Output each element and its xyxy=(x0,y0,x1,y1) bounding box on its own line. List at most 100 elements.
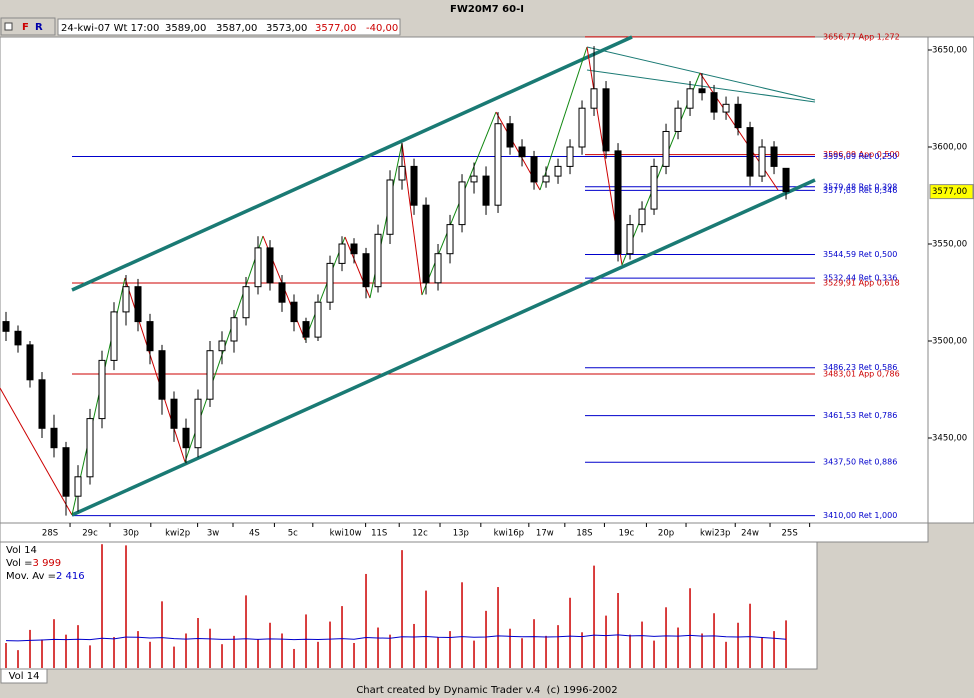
volume-value: Vol =3 999 xyxy=(6,558,61,569)
candle-body xyxy=(650,165,658,210)
info-close: 3577,00 xyxy=(315,23,356,34)
candle-body xyxy=(206,350,214,400)
price-panel xyxy=(0,36,974,524)
candle-body xyxy=(386,179,394,235)
toolbar-icon[interactable] xyxy=(4,22,13,31)
channel-upper xyxy=(71,35,633,292)
candle-body xyxy=(146,321,154,352)
volume-bar xyxy=(161,601,163,668)
volume-title: Vol 14 xyxy=(6,545,37,556)
candle-body xyxy=(470,175,478,183)
candle-body xyxy=(458,181,466,226)
panel-tab[interactable] xyxy=(0,668,48,684)
button[interactable]: F xyxy=(22,22,29,33)
candle-body xyxy=(734,103,742,129)
x-tick-label: 3w xyxy=(207,529,219,539)
level-label: 3544,59 Ret 0,500 xyxy=(823,250,897,259)
volume-bar xyxy=(509,628,511,668)
x-tick-label: 20p xyxy=(658,529,674,539)
volume-bar xyxy=(461,582,463,668)
level-label: 3577,65 Ret 0,346 xyxy=(823,186,897,195)
x-tick-label: kwi16p xyxy=(494,529,524,539)
volume-bar xyxy=(185,633,187,668)
candle-body xyxy=(638,208,646,226)
candle-body xyxy=(770,146,778,167)
candle-body xyxy=(170,398,178,429)
candle-body xyxy=(362,253,370,288)
level-label: 3486,23 Ret 0,586 xyxy=(823,363,897,372)
candle-body xyxy=(242,286,250,319)
candle-body xyxy=(326,262,334,303)
candle-body xyxy=(194,398,202,449)
volume-bar xyxy=(377,627,379,668)
y-tick-label: 3650,00 xyxy=(932,45,967,55)
candle-body xyxy=(254,247,262,288)
volume-bar xyxy=(305,614,307,668)
candle-body xyxy=(158,350,166,400)
volume-bar xyxy=(113,637,115,668)
volume-bar xyxy=(245,595,247,668)
volume-bar xyxy=(665,607,667,668)
candle-body xyxy=(338,243,346,264)
level-label: 3595,09 Ret 0,250 xyxy=(823,152,897,161)
candle-body xyxy=(398,165,406,181)
volume-bar xyxy=(221,644,223,668)
candle-body xyxy=(722,103,730,113)
x-tick-label: 12c xyxy=(412,529,428,539)
volume-bar xyxy=(293,648,295,668)
volume-ma: Mov. Av =2 416 xyxy=(6,571,85,582)
volume-bar xyxy=(677,627,679,668)
candle-body xyxy=(746,127,754,177)
volume-bar xyxy=(365,573,367,668)
volume-bar xyxy=(545,635,547,668)
volume-bar xyxy=(233,635,235,668)
candle-body xyxy=(554,165,562,177)
x-tick-label: 5c xyxy=(288,529,298,539)
swing-up xyxy=(304,236,346,341)
candle-body xyxy=(674,107,682,132)
candle-body xyxy=(506,123,514,148)
level-label: 3579,48 Ret 0,398 xyxy=(823,182,897,191)
candle-body xyxy=(686,88,694,109)
candle-body xyxy=(2,321,10,332)
x-tick-label: kwi10w xyxy=(330,529,362,539)
label: Vol = xyxy=(6,558,33,569)
volume-bar xyxy=(617,593,619,668)
volume-bar xyxy=(389,634,391,668)
x-tick-label: kwi23p xyxy=(700,529,730,539)
value: 2 416 xyxy=(56,571,85,582)
volume-bar xyxy=(269,622,271,668)
info-text: 24-kwi-07 Wt 17:00 3589,00 3587,00 3573,… xyxy=(0,23,408,34)
candle-body xyxy=(710,92,718,113)
candle-body xyxy=(14,330,22,346)
volume-bar xyxy=(605,615,607,668)
volume-bar xyxy=(521,638,523,668)
candle-body xyxy=(530,156,538,183)
candle-body xyxy=(314,301,322,338)
window-title: FW20M7 60-I xyxy=(450,4,524,15)
candle-body xyxy=(290,301,298,323)
volume-bar xyxy=(497,587,499,668)
volume-bar xyxy=(641,621,643,668)
panel-tab-label[interactable]: Vol 14 xyxy=(9,671,40,682)
volume-bar xyxy=(473,640,475,668)
last-price-box xyxy=(929,184,974,200)
candle-body xyxy=(590,88,598,109)
volume-bar xyxy=(689,588,691,668)
volume-bar xyxy=(761,637,763,668)
volume-bar xyxy=(149,641,151,668)
candle-body xyxy=(578,107,586,148)
volume-panel xyxy=(0,541,818,670)
candle-body xyxy=(302,321,310,338)
volume-bar xyxy=(341,606,343,668)
volume-bar xyxy=(53,619,55,668)
volume-bar xyxy=(485,610,487,668)
candle-body xyxy=(410,165,418,206)
candle-body xyxy=(434,253,442,284)
x-tick-label: 28S xyxy=(42,529,58,539)
button[interactable]: R xyxy=(35,22,43,33)
volume-bar xyxy=(401,550,403,668)
toolbar xyxy=(0,17,56,36)
volume-bar xyxy=(425,590,427,668)
